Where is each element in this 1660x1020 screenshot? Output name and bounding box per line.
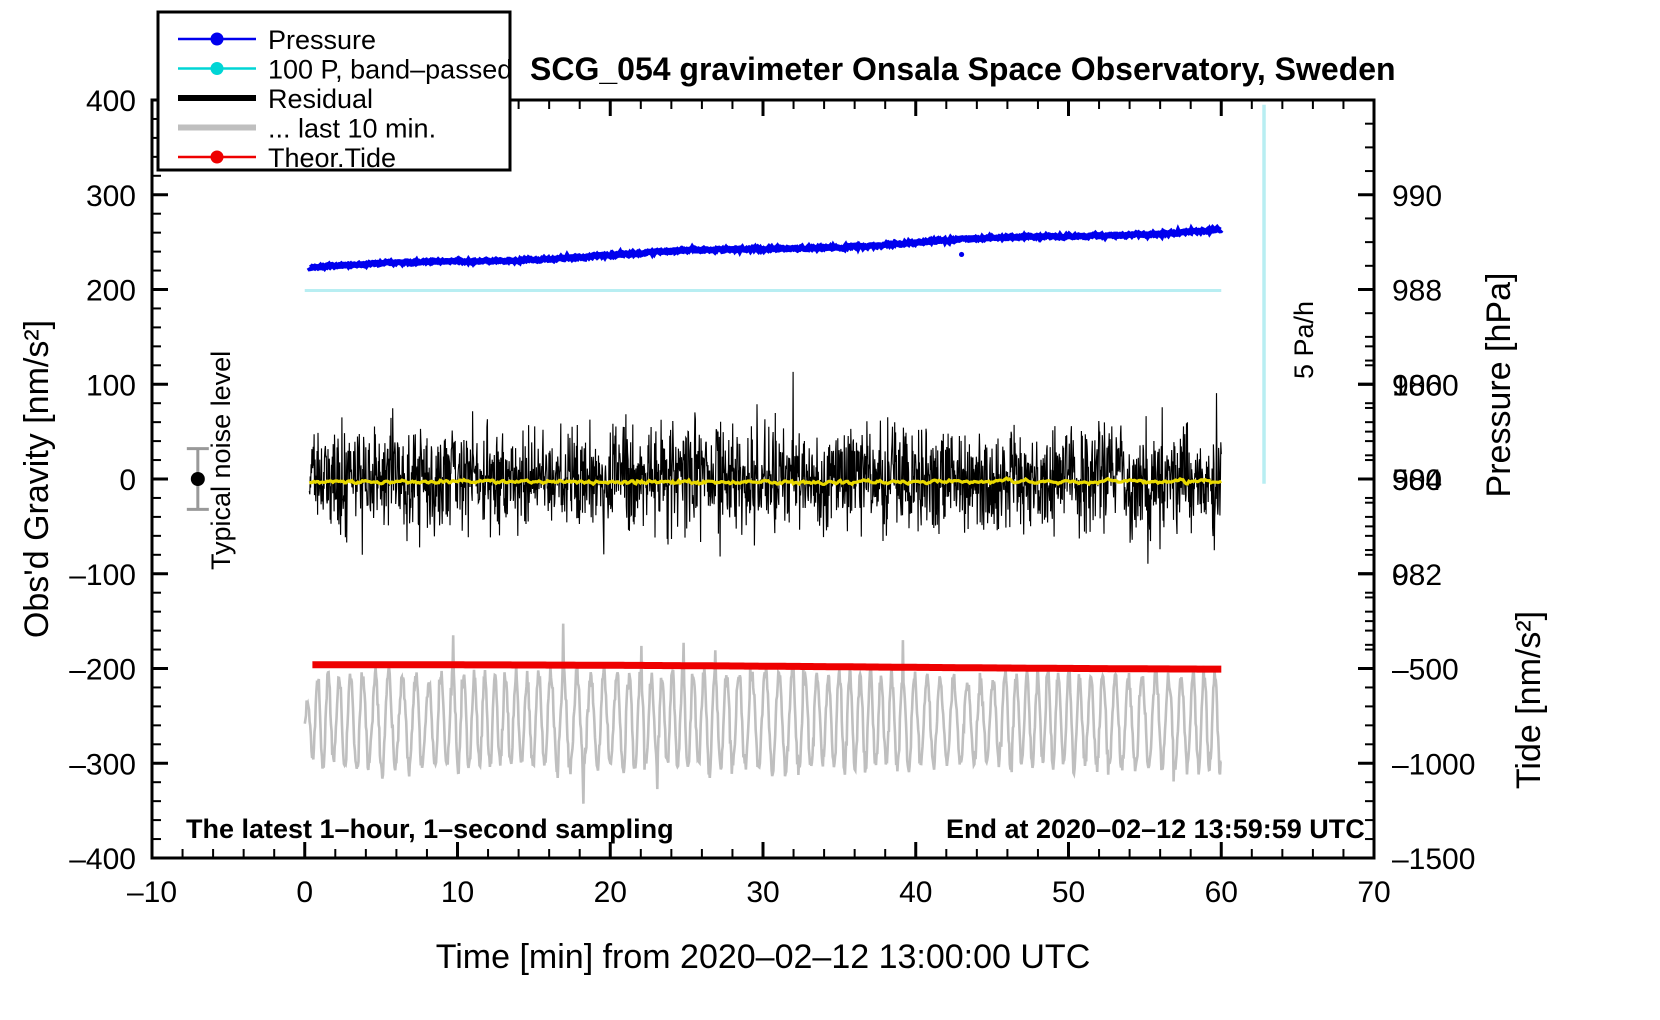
legend-item[interactable]: ... last 10 min. xyxy=(178,114,436,144)
legend-marker-icon xyxy=(210,150,224,164)
pressure-tick-label: 984 xyxy=(1392,464,1442,497)
x-tick-label: 20 xyxy=(594,876,627,909)
tide-tick-label: –500 xyxy=(1392,654,1459,687)
data-traces xyxy=(186,104,1266,804)
pressure-scalebar-label: 5 Pa/h xyxy=(1289,301,1319,379)
legend-item[interactable]: Pressure xyxy=(178,25,376,55)
legend-label: Theor.Tide xyxy=(268,143,396,173)
chart-title: SCG_054 gravimeter Onsala Space Observat… xyxy=(530,51,1396,87)
x-axis-label: Time [min] from 2020–02–12 13:00:00 UTC xyxy=(436,938,1091,976)
tide-tick-label: 0 xyxy=(1392,559,1409,592)
tide-tick-label: –1000 xyxy=(1392,748,1475,781)
tide-tick-label: –1500 xyxy=(1392,843,1475,876)
y-axis-label-tide: Tide [nm/s²] xyxy=(1510,611,1548,789)
legend-label: ... last 10 min. xyxy=(268,114,436,144)
legend-item[interactable]: 100 P, band–passed xyxy=(178,55,512,85)
legend-label: Pressure xyxy=(268,25,376,55)
y-tick-label: 300 xyxy=(86,180,136,213)
x-tick-label: 30 xyxy=(746,876,779,909)
noise-level-annotation: Typical noise level xyxy=(206,351,236,570)
y-tick-label: 400 xyxy=(86,85,136,118)
tide-tick-label: 500 xyxy=(1392,464,1442,497)
y-tick-label: 0 xyxy=(119,464,136,497)
y-tick-label: –200 xyxy=(69,654,136,687)
pressure-tick-label: 988 xyxy=(1392,275,1442,308)
series-theoretical-tide xyxy=(312,661,1222,673)
y-tick-label: –400 xyxy=(69,843,136,876)
series-pressure xyxy=(306,223,1224,273)
x-tick-label: 70 xyxy=(1357,876,1390,909)
legend-marker-icon xyxy=(210,62,224,75)
series-residual-smoothed xyxy=(308,476,1223,487)
tide-tick-label: 1000 xyxy=(1392,369,1459,402)
axis-tick-labels: –10 0 10 20 30 40 50 60 70–400–300–200–100010020… xyxy=(69,85,1475,909)
pressure-tick-label: 986 xyxy=(1392,369,1442,402)
y-tick-label: 100 xyxy=(86,369,136,402)
pressure-outlier-point xyxy=(958,251,965,258)
sampling-note: The latest 1–hour, 1–second sampling xyxy=(186,814,674,844)
series-residual xyxy=(308,371,1222,564)
legend-label: Residual xyxy=(268,84,373,114)
x-tick-label: 50 xyxy=(1052,876,1085,909)
x-tick-label: 10 xyxy=(441,876,474,909)
x-tick-label: –10 xyxy=(127,876,177,909)
noise-level-errorbar xyxy=(186,447,209,511)
y-axis-label-pressure: Pressure [hPa] xyxy=(1480,273,1518,498)
x-tick-label: 40 xyxy=(899,876,932,909)
legend-marker-icon xyxy=(210,32,224,46)
y-tick-label: –300 xyxy=(69,748,136,781)
pressure-tick-label: 990 xyxy=(1392,180,1442,213)
y-tick-label: –100 xyxy=(69,559,136,592)
pressure-tick-label: 982 xyxy=(1392,559,1442,592)
y-tick-label: 200 xyxy=(86,275,136,308)
legend-label: 100 P, band–passed xyxy=(268,55,512,85)
x-tick-label: 60 xyxy=(1205,876,1238,909)
x-tick-label: 0 xyxy=(296,876,313,909)
legend-item[interactable]: Residual xyxy=(178,84,373,114)
y-axis-label-left: Obs'd Gravity [nm/s²] xyxy=(18,320,56,638)
end-time-note: End at 2020–02–12 13:59:59 UTC xyxy=(946,814,1365,844)
legend-item[interactable]: Theor.Tide xyxy=(178,143,396,173)
